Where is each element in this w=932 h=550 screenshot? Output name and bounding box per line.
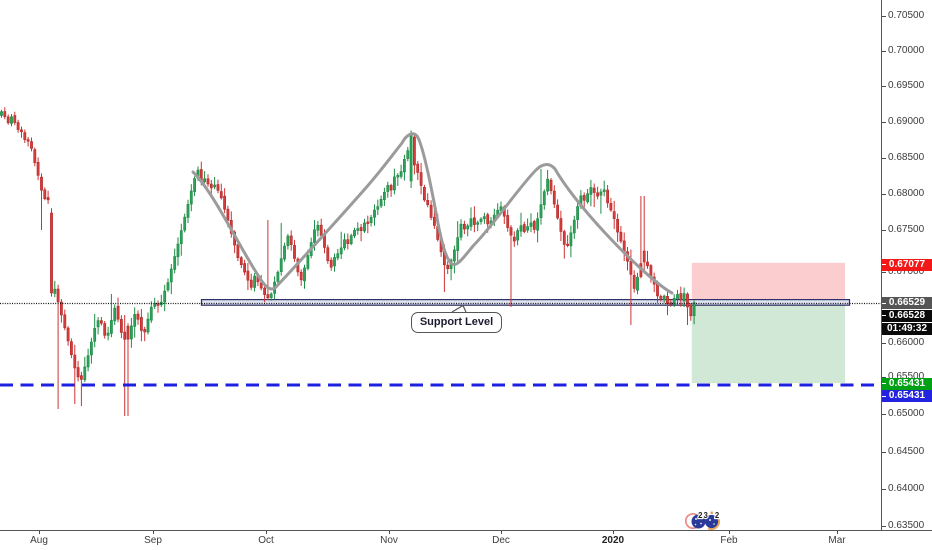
svg-text:23: 23 (698, 511, 709, 520)
svg-text:2: 2 (715, 511, 720, 520)
